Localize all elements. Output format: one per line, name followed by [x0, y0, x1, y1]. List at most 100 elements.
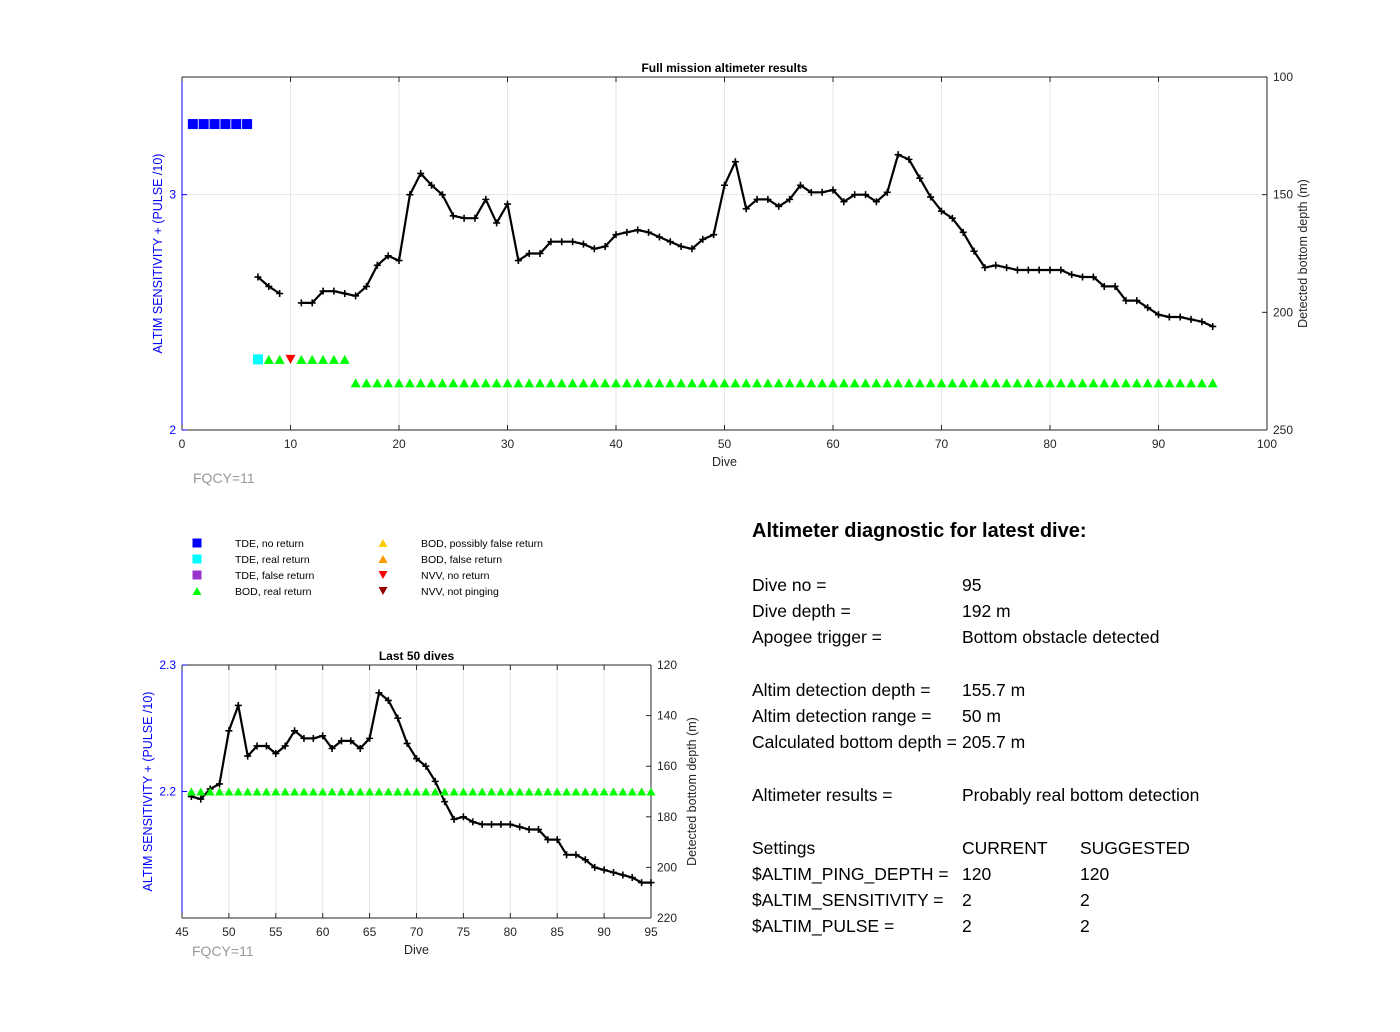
legend-item: NVV, not pinging — [378, 586, 499, 598]
data-point — [752, 378, 763, 388]
depth-point — [818, 188, 826, 196]
dive-no-value: 95 — [962, 575, 982, 595]
data-point — [990, 378, 1001, 388]
depth-point — [469, 818, 477, 826]
data-point — [1055, 378, 1066, 388]
settings-header: Settings — [752, 838, 816, 858]
sensitivity-suggested: 2 — [1080, 890, 1090, 910]
right-y-tick-label: 140 — [657, 709, 677, 723]
depth-point — [265, 282, 273, 290]
right-y-tick-label: 160 — [657, 759, 677, 773]
depth-point — [786, 195, 794, 203]
depth-point — [1013, 266, 1021, 274]
data-point — [893, 378, 904, 388]
data-point — [817, 378, 828, 388]
sensitivity-current: 2 — [962, 890, 972, 910]
data-point — [186, 787, 196, 796]
data-point — [233, 787, 243, 796]
data-point — [271, 787, 281, 796]
data-point — [426, 378, 437, 388]
depth-point — [197, 795, 205, 803]
depth-point — [688, 245, 696, 253]
depth-point — [493, 219, 501, 227]
data-point — [205, 787, 215, 796]
right-y-axis-label: Detected bottom depth (m) — [685, 717, 699, 866]
data-point — [697, 378, 708, 388]
data-point — [1045, 378, 1055, 388]
depth-point — [655, 233, 663, 241]
depth-point — [471, 214, 479, 222]
data-point — [632, 378, 643, 388]
depth-point — [981, 264, 989, 272]
data-point — [415, 378, 426, 388]
depth-point — [1144, 304, 1152, 312]
depth-point — [840, 198, 848, 206]
data-point — [412, 787, 421, 796]
depth-point — [731, 158, 739, 166]
fqcy-label: FQCY=11 — [192, 943, 254, 959]
depth-point — [366, 734, 374, 742]
series-tde-real-return — [252, 354, 263, 365]
x-tick-label: 65 — [363, 925, 377, 939]
data-point — [318, 354, 329, 364]
detection-range-value: 50 m — [962, 706, 1001, 726]
depth-point — [581, 856, 589, 864]
x-tick-label: 100 — [1257, 437, 1277, 451]
legend-item: TDE, false return — [192, 570, 315, 582]
x-tick-label: 0 — [179, 437, 186, 451]
depth-point — [438, 191, 446, 199]
legend-label: BOD, possibly false return — [421, 538, 543, 550]
series-bod-real-return — [263, 354, 1218, 388]
data-point — [773, 378, 784, 388]
depth-point — [225, 727, 233, 735]
depth-point — [234, 701, 242, 709]
depth-point — [330, 287, 338, 295]
depth-point — [262, 742, 270, 750]
dive-no-label: Dive no = — [752, 575, 827, 595]
data-point — [969, 378, 980, 388]
apogee-trigger-label: Apogee trigger = — [752, 627, 882, 647]
depth-point — [970, 247, 978, 255]
depth-line — [191, 691, 651, 884]
data-point — [646, 787, 656, 796]
x-tick-label: 55 — [269, 925, 283, 939]
x-tick-label: 75 — [457, 925, 471, 939]
depth-point — [628, 874, 636, 882]
data-point — [567, 378, 578, 388]
x-tick-label: 80 — [504, 925, 518, 939]
dive-depth-label: Dive depth = — [752, 601, 851, 621]
data-point — [308, 787, 318, 796]
data-point — [196, 787, 206, 796]
chart-title: Full mission altimeter results — [641, 61, 807, 75]
legend-label: TDE, false return — [235, 570, 315, 582]
data-point — [449, 787, 459, 796]
depth-point — [1209, 322, 1217, 330]
data-point — [328, 354, 339, 364]
depth-point — [384, 252, 392, 260]
depth-point — [362, 282, 370, 290]
data-point — [437, 378, 448, 388]
data-point — [261, 787, 271, 796]
right-y-tick-label: 120 — [657, 658, 677, 672]
current-header: CURRENT — [962, 838, 1048, 858]
data-point — [535, 378, 546, 388]
data-point — [374, 787, 384, 796]
depth-point — [403, 739, 411, 747]
legend-marker — [378, 586, 388, 596]
data-point — [1186, 378, 1197, 388]
marker-legend: TDE, no return TDE, real return TDE, false… — [192, 538, 543, 598]
series-bod-real-return — [186, 787, 656, 796]
data-point — [556, 378, 567, 388]
data-point — [1175, 378, 1186, 388]
depth-point — [449, 212, 457, 220]
data-point — [290, 787, 300, 796]
x-tick-label: 60 — [826, 437, 840, 451]
data-point — [274, 354, 285, 364]
data-point — [654, 378, 665, 388]
data-point — [533, 787, 543, 796]
depth-point — [536, 250, 544, 257]
depth-point — [992, 261, 1000, 269]
depth-point — [488, 820, 496, 828]
ping-depth-current: 120 — [962, 864, 992, 884]
depth-point — [619, 871, 627, 879]
